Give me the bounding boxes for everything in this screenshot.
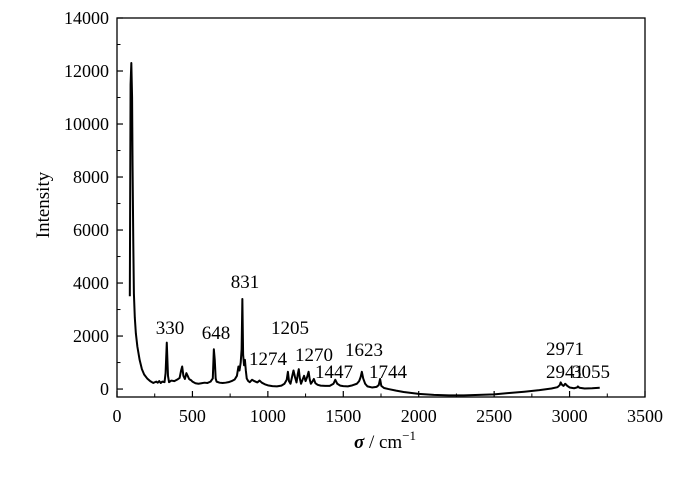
peak-label-2941: 2941 bbox=[546, 362, 584, 383]
x-tick-label: 1000 bbox=[250, 406, 286, 426]
y-tick-label: 2000 bbox=[73, 326, 109, 346]
plot-frame bbox=[116, 17, 646, 398]
peak-label-831: 831 bbox=[231, 272, 260, 293]
y-axis-label: Intensity bbox=[33, 171, 54, 238]
peak-label-1744: 1744 bbox=[369, 362, 408, 383]
x-axis-label-exponent: −1 bbox=[402, 428, 416, 443]
x-tick-label: 2500 bbox=[476, 406, 512, 426]
peak-label-330: 330 bbox=[156, 318, 185, 339]
y-axis-ticks: 0 2000 4000 6000 8000 10000 12000 14000 bbox=[64, 8, 123, 399]
peak-label-1447: 1447 bbox=[315, 362, 353, 383]
y-tick-label: 4000 bbox=[73, 273, 109, 293]
x-tick-label: 0 bbox=[113, 406, 122, 426]
x-axis-label-unit: cm bbox=[379, 432, 402, 453]
y-tick-label: 14000 bbox=[64, 8, 109, 28]
y-tick-label: 0 bbox=[100, 379, 109, 399]
x-axis-label: σ / cm−1 bbox=[354, 428, 416, 453]
x-tick-label: 3500 bbox=[627, 406, 663, 426]
peak-label-2971: 2971 bbox=[546, 339, 584, 360]
peak-label-1270: 1270 bbox=[295, 345, 333, 366]
y-tick-label: 10000 bbox=[64, 114, 109, 134]
x-tick-label: 3000 bbox=[552, 406, 588, 426]
x-axis-ticks: 0 500 1000 1500 2000 2500 3000 3500 bbox=[113, 391, 663, 426]
x-tick-label: 2000 bbox=[401, 406, 437, 426]
peak-label-648: 648 bbox=[202, 323, 231, 344]
spectrum-line bbox=[128, 62, 600, 397]
x-axis-label-symbol: σ bbox=[354, 432, 365, 453]
y-tick-label: 8000 bbox=[73, 167, 109, 187]
y-tick-label: 12000 bbox=[64, 61, 109, 81]
peak-label-1205: 1205 bbox=[271, 318, 309, 339]
peak-label-3055: 3055 bbox=[572, 362, 610, 383]
peak-label-1274: 1274 bbox=[249, 349, 288, 370]
peak-label-1623: 1623 bbox=[345, 340, 383, 361]
x-tick-label: 1500 bbox=[325, 406, 361, 426]
x-tick-label: 500 bbox=[179, 406, 206, 426]
y-tick-label: 6000 bbox=[73, 220, 109, 240]
